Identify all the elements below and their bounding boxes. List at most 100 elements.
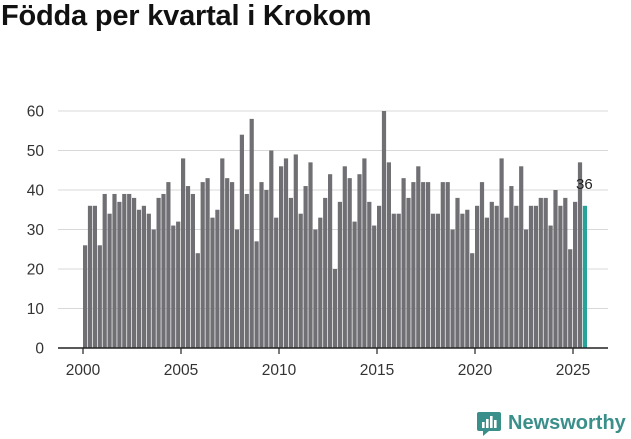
bar <box>215 209 220 348</box>
bar <box>156 197 161 348</box>
bar <box>239 134 244 348</box>
bar <box>381 111 387 348</box>
bar <box>465 209 470 348</box>
bar <box>347 178 352 348</box>
bar <box>279 166 284 348</box>
bar <box>225 178 230 348</box>
bar <box>195 253 200 348</box>
bar <box>83 245 88 348</box>
bar <box>254 241 259 348</box>
bar <box>161 193 166 348</box>
bar <box>176 221 181 348</box>
bar-series <box>83 111 587 349</box>
x-tick-label: 2000 <box>66 362 101 379</box>
bar <box>210 217 215 348</box>
bar <box>450 229 455 348</box>
bar <box>470 253 475 348</box>
bar <box>367 201 372 348</box>
bar <box>357 174 362 348</box>
bar <box>514 205 519 348</box>
y-tick-label: 0 <box>35 341 44 358</box>
brand-name: Newsworthy <box>508 411 626 434</box>
bar <box>558 205 563 348</box>
bar <box>430 213 436 348</box>
bar <box>308 162 313 348</box>
bar <box>372 225 377 348</box>
bar <box>136 209 142 348</box>
bar <box>421 182 426 348</box>
bar <box>401 178 406 348</box>
bar <box>533 205 538 348</box>
bar <box>259 182 264 348</box>
bar <box>264 190 269 348</box>
bar <box>141 205 146 348</box>
bar <box>87 205 93 348</box>
chart-title: Födda per kvartal i Krokom <box>1 0 372 32</box>
bar <box>499 158 504 348</box>
bar <box>249 118 254 349</box>
bar <box>391 213 396 348</box>
x-tick-label: 2015 <box>360 362 394 379</box>
bar <box>102 193 107 348</box>
bar <box>205 178 210 348</box>
bar <box>524 229 529 348</box>
bar-chart: 0 10 20 30 40 50 60 2000 2005 2010 2015 2020 2025 3… <box>27 104 608 379</box>
bar <box>220 158 225 348</box>
bar <box>181 158 186 348</box>
x-tick-label: 2025 <box>556 362 590 379</box>
bar <box>460 213 465 348</box>
bar <box>411 182 416 348</box>
bar <box>475 205 480 348</box>
bar <box>185 186 191 348</box>
bar <box>303 186 308 348</box>
bar <box>406 197 411 348</box>
x-tick-label: 2005 <box>164 362 198 379</box>
x-tick-label: 2010 <box>262 362 297 379</box>
bar <box>230 182 235 348</box>
bar <box>190 193 195 348</box>
bar <box>489 201 494 348</box>
bar <box>484 217 489 348</box>
brand-logo: Newsworthy <box>476 409 626 437</box>
bar <box>352 221 357 348</box>
bar <box>568 249 573 348</box>
bar-highlighted <box>582 205 587 348</box>
bar <box>426 182 431 348</box>
y-tick-label: 60 <box>27 104 45 121</box>
bar <box>528 205 534 348</box>
bar <box>479 182 485 348</box>
bar <box>244 193 249 348</box>
x-tick-label: 2020 <box>458 362 493 379</box>
bar <box>538 197 543 348</box>
x-axis-ticks: 2000 2005 2010 2015 2020 2025 <box>66 348 590 379</box>
bar <box>445 182 450 348</box>
bar <box>127 193 132 348</box>
y-axis-ticks: 0 10 20 30 40 50 60 <box>27 104 45 358</box>
bar <box>117 201 122 348</box>
bar <box>573 201 578 348</box>
bar <box>288 197 293 348</box>
bar <box>342 166 347 348</box>
bar <box>171 225 176 348</box>
bar <box>283 158 289 348</box>
y-tick-label: 10 <box>27 301 45 318</box>
bar <box>200 182 205 348</box>
bar <box>323 197 328 348</box>
bar <box>396 213 401 348</box>
newsworthy-logo-icon <box>477 412 501 436</box>
bar <box>577 162 583 348</box>
bar <box>509 186 514 348</box>
bar <box>97 245 102 348</box>
bar <box>504 217 509 348</box>
bar <box>166 182 171 348</box>
bar <box>377 205 382 348</box>
bar <box>298 213 303 348</box>
bar <box>519 166 524 348</box>
bar <box>313 229 318 348</box>
bar <box>362 158 367 348</box>
bar <box>543 197 548 348</box>
bar <box>151 229 156 348</box>
y-tick-label: 30 <box>27 222 45 239</box>
bar <box>494 205 499 348</box>
bar <box>386 162 391 348</box>
